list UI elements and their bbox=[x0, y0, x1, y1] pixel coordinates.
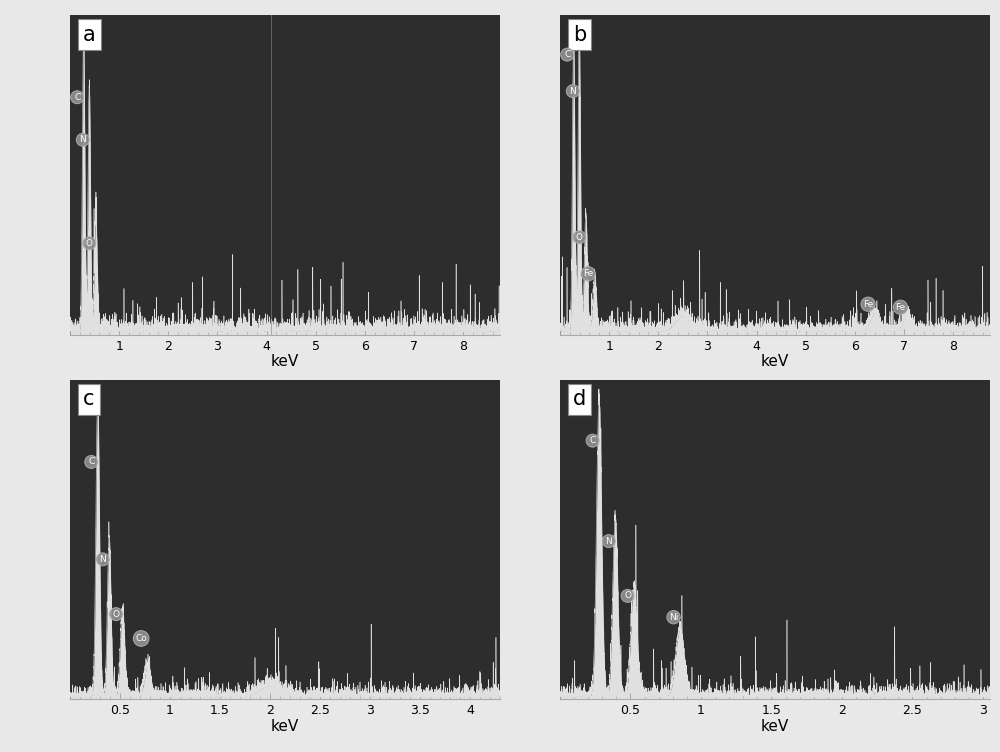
Text: Fe: Fe bbox=[583, 269, 593, 278]
Text: N: N bbox=[605, 537, 612, 546]
Text: C: C bbox=[589, 436, 596, 445]
Text: Fe: Fe bbox=[895, 303, 906, 312]
Text: a: a bbox=[83, 25, 96, 44]
Text: O: O bbox=[624, 591, 631, 600]
Text: d: d bbox=[573, 390, 586, 409]
Text: Fe: Fe bbox=[863, 300, 873, 309]
Text: c: c bbox=[83, 390, 94, 409]
Text: Co: Co bbox=[135, 634, 147, 643]
Text: C: C bbox=[74, 92, 80, 102]
Text: b: b bbox=[573, 25, 586, 44]
X-axis label: keV: keV bbox=[271, 719, 299, 734]
Text: C: C bbox=[88, 457, 94, 466]
Text: N: N bbox=[79, 135, 86, 144]
X-axis label: keV: keV bbox=[761, 354, 789, 369]
X-axis label: keV: keV bbox=[761, 719, 789, 734]
Text: O: O bbox=[113, 610, 120, 619]
Text: C: C bbox=[564, 50, 570, 59]
Text: N: N bbox=[99, 555, 106, 564]
Text: N: N bbox=[569, 86, 576, 96]
Text: O: O bbox=[86, 239, 93, 248]
Text: O: O bbox=[576, 232, 583, 241]
X-axis label: keV: keV bbox=[271, 354, 299, 369]
Text: Ni: Ni bbox=[669, 613, 678, 622]
